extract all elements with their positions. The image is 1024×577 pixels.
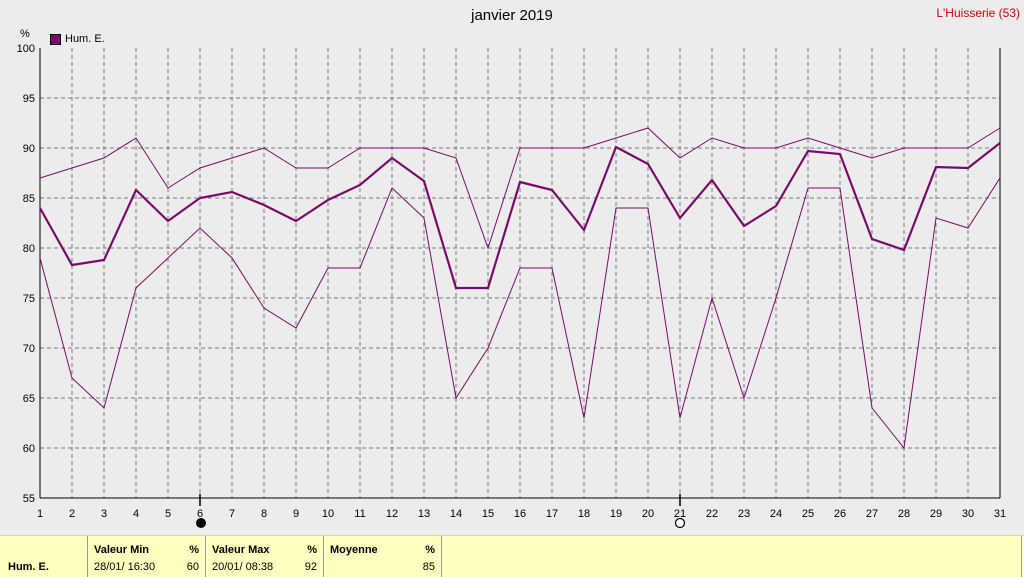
x-tick-label: 16 [514, 508, 526, 520]
x-tick-label: 21 [674, 508, 686, 520]
full-moon-marker [196, 518, 206, 528]
y-tick-label: 60 [23, 443, 35, 455]
y-tick-label: 80 [23, 243, 35, 255]
new-moon-marker [674, 517, 686, 529]
avg-value: 85 [422, 561, 435, 573]
x-tick-label: 24 [770, 508, 782, 520]
stats-max-cell: Valeur Max % 20/01/ 08:38 92 [206, 536, 324, 577]
x-tick-label: 5 [165, 508, 171, 520]
y-tick-label: 95 [23, 93, 35, 105]
x-tick-label: 8 [261, 508, 267, 520]
y-tick-label: 100 [17, 43, 35, 55]
max-date: 20/01/ 08:38 [212, 561, 274, 573]
x-tick-label: 28 [898, 508, 910, 520]
x-tick-label: 6 [197, 508, 203, 520]
y-tick-label: 75 [23, 293, 35, 305]
x-tick-label: 3 [101, 508, 107, 520]
x-tick-label: 27 [866, 508, 878, 520]
y-tick-label: 65 [23, 393, 35, 405]
avg-unit: % [425, 544, 435, 556]
stats-label-cell: Hum. E. [0, 536, 88, 577]
min-unit: % [189, 544, 199, 556]
x-tick-label: 30 [962, 508, 974, 520]
y-tick-label: 85 [23, 193, 35, 205]
x-tick-label: 4 [133, 508, 139, 520]
chart-title: janvier 2019 [471, 7, 553, 24]
x-tick-label: 18 [578, 508, 590, 520]
min-value: 60 [186, 561, 199, 573]
min-date: 28/01/ 16:30 [94, 561, 156, 573]
x-tick-label: 25 [802, 508, 814, 520]
x-tick-label: 2 [69, 508, 75, 520]
x-tick-label: 15 [482, 508, 494, 520]
stats-right-edge [1020, 536, 1022, 577]
x-tick-label: 10 [322, 508, 334, 520]
station-name: L'Huisserie (53) [936, 6, 1020, 20]
legend-label: Hum. E. [65, 33, 105, 45]
x-tick-label: 17 [546, 508, 558, 520]
x-tick-label: 31 [994, 508, 1006, 520]
x-tick-label: 29 [930, 508, 942, 520]
stats-row-label: Hum. E. [8, 561, 49, 573]
x-tick-label: 9 [293, 508, 299, 520]
max-unit: % [307, 544, 317, 556]
stats-avg-cell: Moyenne % 85 [324, 536, 442, 577]
x-tick-label: 20 [642, 508, 654, 520]
x-tick-label: 26 [834, 508, 846, 520]
x-tick-label: 13 [418, 508, 430, 520]
series-line-min [39, 177, 1001, 450]
y-tick-label: 55 [23, 493, 35, 505]
x-tick-label: 11 [354, 508, 365, 520]
min-header: Valeur Min [94, 544, 150, 556]
x-tick-label: 12 [386, 508, 398, 520]
x-tick-label: 7 [229, 508, 235, 520]
legend: Hum. E. [50, 33, 105, 45]
x-tick-label: 22 [706, 508, 718, 520]
y-tick-label: 90 [23, 143, 35, 155]
avg-header: Moyenne [330, 544, 378, 556]
y-tick-label: 70 [23, 343, 35, 355]
x-tick-label: 1 [37, 508, 43, 520]
max-header: Valeur Max [212, 544, 270, 556]
legend-swatch [50, 33, 61, 45]
x-tick-label: 19 [610, 508, 622, 520]
max-value: 92 [304, 561, 317, 573]
x-tick-label: 23 [738, 508, 750, 520]
stats-min-cell: Valeur Min % 28/01/ 16:30 60 [88, 536, 206, 577]
stats-panel: Hum. E. Valeur Min % 28/01/ 16:30 60 Val… [0, 535, 1024, 577]
x-tick-label: 14 [450, 508, 462, 520]
series-line-max [39, 127, 1001, 250]
y-axis-unit: % [20, 28, 30, 40]
series-line-moyenne [39, 142, 1001, 290]
